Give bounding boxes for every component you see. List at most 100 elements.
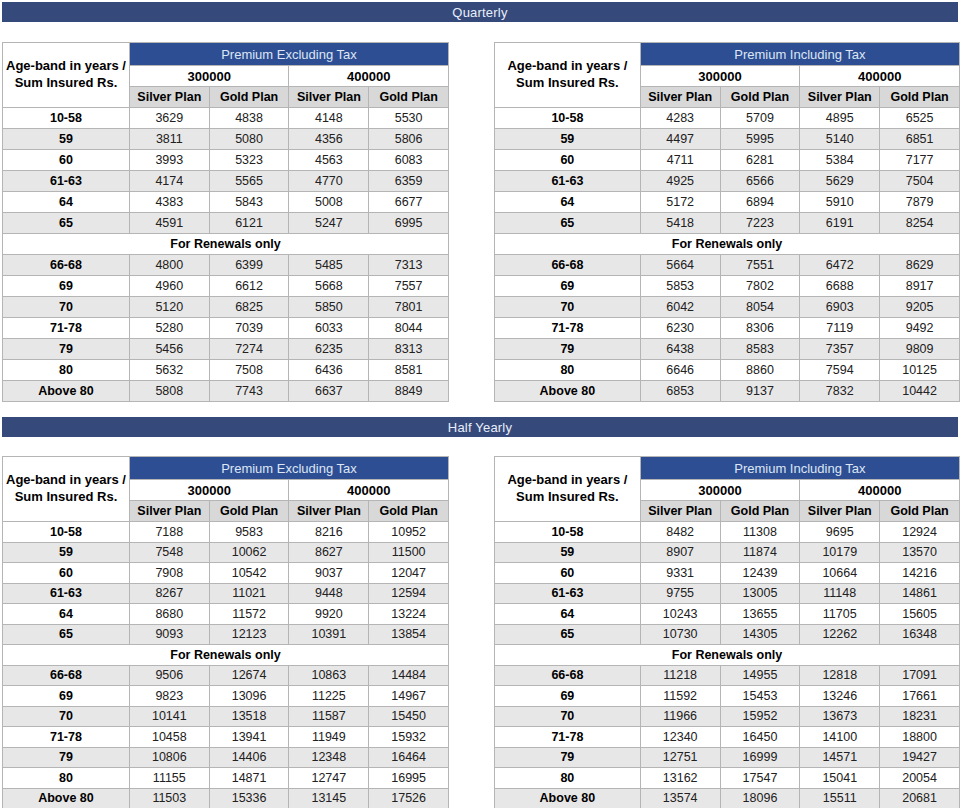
- plan-header: Gold Plan: [369, 87, 449, 108]
- premium-value-cell: 5910: [800, 192, 880, 213]
- premium-row: Above 8013574180961551120681: [495, 788, 960, 808]
- premium-value-cell: 10542: [209, 563, 289, 584]
- age-band-cell: Above 80: [495, 788, 641, 808]
- premium-value-cell: 11155: [129, 768, 209, 789]
- premium-row: 598907118741017913570: [495, 542, 960, 563]
- premium-value-cell: 11225: [289, 686, 369, 707]
- premium-value-cell: 5384: [800, 150, 880, 171]
- premium-value-cell: 5530: [369, 108, 449, 129]
- premium-row: 8066468860759410125: [495, 360, 960, 381]
- premium-row: 655418722361918254: [495, 213, 960, 234]
- premium-value-cell: 19427: [880, 747, 960, 768]
- half-yearly-premium-excluding-tax-table: Age-band in years /Sum Insured Rs.Premiu…: [2, 456, 449, 808]
- premium-row: 60790810542903712047: [3, 563, 449, 584]
- premium-value-cell: 14305: [720, 624, 800, 645]
- age-band-column-header: Age-band in years /Sum Insured Rs.: [495, 457, 641, 522]
- plan-header: Silver Plan: [800, 87, 880, 108]
- premium-value-cell: 8849: [369, 381, 449, 402]
- premium-value-cell: 20681: [880, 788, 960, 808]
- plan-header: Gold Plan: [720, 87, 800, 108]
- premium-value-cell: 5632: [129, 360, 209, 381]
- age-band-cell: 61-63: [3, 583, 130, 604]
- premium-value-cell: 10391: [289, 624, 369, 645]
- premium-value-cell: 13246: [800, 686, 880, 707]
- premium-value-cell: 9331: [640, 563, 720, 584]
- age-band-cell: 60: [495, 150, 641, 171]
- premium-value-cell: 6281: [720, 150, 800, 171]
- premium-value-cell: 5664: [640, 255, 720, 276]
- premium-value-cell: 6995: [369, 213, 449, 234]
- age-band-cell: 10-58: [495, 108, 641, 129]
- premium-value-cell: 6525: [880, 108, 960, 129]
- premium-value-cell: 14100: [800, 727, 880, 748]
- premium-value-cell: 5280: [129, 318, 209, 339]
- premium-row: 705120682558507801: [3, 297, 449, 318]
- premium-row: 706042805469039205: [495, 297, 960, 318]
- premium-value-cell: 10442: [880, 381, 960, 402]
- premium-value-cell: 10730: [640, 624, 720, 645]
- premium-value-cell: 5456: [129, 339, 209, 360]
- premium-value-cell: 9137: [720, 381, 800, 402]
- premium-value-cell: 6612: [209, 276, 289, 297]
- premium-value-cell: 7908: [129, 563, 209, 584]
- premium-row: 66-6811218149551281817091: [495, 665, 960, 686]
- premium-row: 66-684800639954857313: [3, 255, 449, 276]
- premium-value-cell: 17526: [369, 788, 449, 808]
- plan-header: Silver Plan: [129, 501, 209, 522]
- age-band-cell: 59: [495, 129, 641, 150]
- premium-value-cell: 9695: [800, 522, 880, 543]
- age-band-header-line1: Age-band in years /: [3, 472, 129, 489]
- age-band-header-line2: Sum Insured Rs.: [3, 489, 129, 506]
- premium-value-cell: 13570: [880, 542, 960, 563]
- premium-value-cell: 10125: [880, 360, 960, 381]
- premium-value-cell: 12262: [800, 624, 880, 645]
- plan-header: Silver Plan: [289, 501, 369, 522]
- age-band-cell: 59: [3, 129, 130, 150]
- premium-value-cell: 8313: [369, 339, 449, 360]
- renewals-separator-row: For Renewals only: [3, 645, 449, 666]
- premium-value-cell: 4770: [289, 171, 369, 192]
- premium-row: 10-584283570948956525: [495, 108, 960, 129]
- age-band-cell: 70: [3, 297, 130, 318]
- plan-header: Gold Plan: [880, 501, 960, 522]
- premium-value-cell: 14861: [880, 583, 960, 604]
- premium-value-cell: 6235: [289, 339, 369, 360]
- age-band-cell: 71-78: [495, 727, 641, 748]
- table-title-header: Premium Including Tax: [640, 43, 959, 66]
- premium-value-cell: 11874: [720, 542, 800, 563]
- premium-value-cell: 4563: [289, 150, 369, 171]
- plan-header: Silver Plan: [640, 501, 720, 522]
- premium-value-cell: 16999: [720, 747, 800, 768]
- premium-row: 7010141135181158715450: [3, 706, 449, 727]
- premium-value-cell: 3811: [129, 129, 209, 150]
- premium-value-cell: 13096: [209, 686, 289, 707]
- age-band-cell: 60: [3, 150, 130, 171]
- premium-value-cell: 6033: [289, 318, 369, 339]
- premium-row: 61-639755130051114814861: [495, 583, 960, 604]
- plan-header: Gold Plan: [720, 501, 800, 522]
- premium-value-cell: 11308: [720, 522, 800, 543]
- premium-value-cell: 15336: [209, 788, 289, 808]
- premium-value-cell: 12924: [880, 522, 960, 543]
- sum-insured-header: 400000: [289, 66, 449, 87]
- premium-value-cell: 12123: [209, 624, 289, 645]
- premium-row: 8013162175471504120054: [495, 768, 960, 789]
- premium-value-cell: 7177: [880, 150, 960, 171]
- age-band-cell: 64: [495, 604, 641, 625]
- sum-insured-header: 400000: [800, 66, 960, 87]
- premium-value-cell: 12594: [369, 583, 449, 604]
- premium-value-cell: 17091: [880, 665, 960, 686]
- premium-row: Above 8068539137783210442: [495, 381, 960, 402]
- premium-value-cell: 16464: [369, 747, 449, 768]
- premium-value-cell: 10062: [209, 542, 289, 563]
- age-band-cell: 80: [3, 768, 130, 789]
- age-band-cell: 65: [3, 213, 130, 234]
- premium-value-cell: 10952: [369, 522, 449, 543]
- premium-value-cell: 13854: [369, 624, 449, 645]
- premium-row: 659093121231039113854: [3, 624, 449, 645]
- premium-value-cell: 11705: [800, 604, 880, 625]
- premium-value-cell: 6677: [369, 192, 449, 213]
- sum-insured-header: 300000: [640, 66, 800, 87]
- premium-value-cell: 13518: [209, 706, 289, 727]
- premium-value-cell: 10141: [129, 706, 209, 727]
